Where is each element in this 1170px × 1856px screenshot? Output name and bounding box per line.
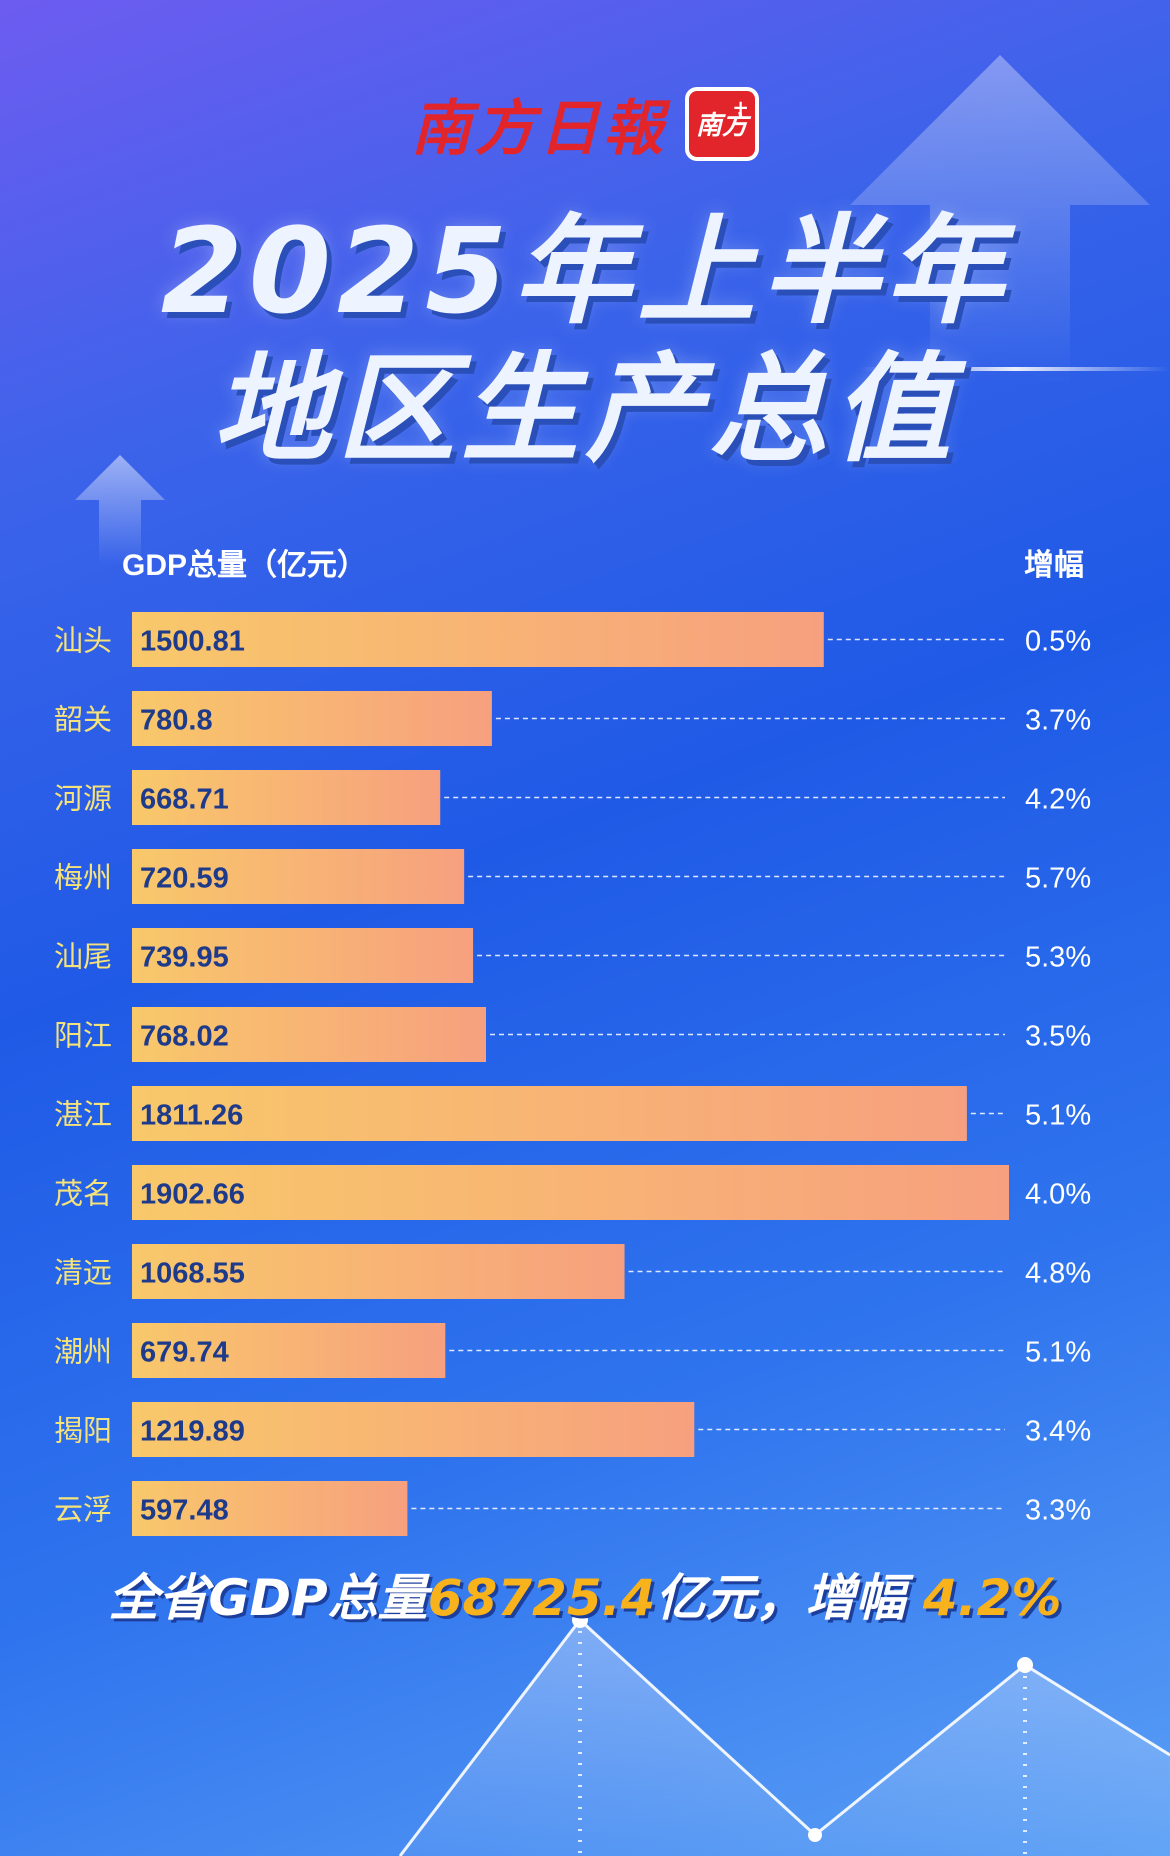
summary-middle: 亿元，增幅 [655, 1569, 923, 1627]
gdp-value-label: 1811.26 [140, 1100, 243, 1132]
brand-badge-text: 南方 [695, 111, 748, 141]
growth-label: 4.2% [1025, 784, 1091, 816]
page-title-line-2: 地区生产总值 [212, 340, 957, 478]
brand-name: 南方日報 [411, 94, 667, 164]
background-arrow-large-icon [850, 55, 1150, 385]
gdp-bar [132, 612, 824, 667]
gdp-value-label: 739.95 [140, 942, 229, 974]
gdp-value-label: 1902.66 [140, 1179, 245, 1211]
city-label: 揭阳 [54, 1414, 112, 1448]
brand-badge-plus: + [732, 94, 749, 119]
gdp-bar [132, 1323, 446, 1378]
summary-total: 68725.4 [427, 1569, 656, 1627]
gdp-bar [132, 928, 474, 983]
summary-prefix: 全省GDP总量 [108, 1569, 428, 1627]
city-label: 汕尾 [54, 940, 112, 974]
gdp-column-header: GDP总量（亿元） [122, 549, 368, 582]
gdp-bar [132, 770, 441, 825]
background-arrow-small-icon [75, 455, 165, 565]
gdp-value-label: 780.8 [140, 705, 213, 737]
gdp-bar [132, 1165, 1009, 1220]
gdp-bar [132, 1086, 967, 1141]
gdp-value-label: 668.71 [140, 784, 229, 816]
city-label: 清远 [54, 1256, 112, 1290]
province-summary: 全省GDP总量68725.4亿元，增幅 4.2% [0, 1558, 1170, 1630]
gdp-bar [132, 849, 465, 904]
city-label: 汕头 [54, 624, 112, 658]
gdp-value-label: 1219.89 [140, 1416, 245, 1448]
city-label: 潮州 [54, 1335, 112, 1369]
gdp-value-label: 720.59 [140, 863, 229, 895]
gdp-bar [132, 691, 492, 746]
gdp-value-label: 679.74 [140, 1337, 229, 1369]
brand-badge-icon: 南方 + [685, 86, 759, 161]
city-label: 阳江 [54, 1019, 112, 1053]
gdp-value-label: 768.02 [140, 1021, 229, 1053]
growth-label: 3.4% [1025, 1416, 1091, 1448]
brand-logo: 南方日報 南方 + [0, 80, 1170, 167]
growth-label: 5.7% [1025, 863, 1091, 895]
city-label: 云浮 [54, 1493, 112, 1527]
city-label: 湛江 [54, 1098, 112, 1132]
gdp-value-label: 1500.81 [140, 626, 245, 658]
light-streak-icon [860, 367, 1170, 371]
city-label: 梅州 [54, 861, 112, 895]
summary-growth: 4.2% [922, 1569, 1062, 1627]
city-label: 韶关 [54, 703, 112, 737]
growth-label: 0.5% [1025, 626, 1091, 658]
trend-line-decoration-icon [398, 1612, 1170, 1856]
city-label: 河源 [54, 782, 112, 816]
growth-label: 5.1% [1025, 1337, 1091, 1369]
growth-label: 5.1% [1025, 1100, 1091, 1132]
page-title-line-1: 2025年上半年 [160, 202, 1010, 340]
growth-label: 4.0% [1025, 1179, 1091, 1211]
growth-label: 3.3% [1025, 1495, 1091, 1527]
growth-label: 3.7% [1025, 705, 1091, 737]
growth-label: 4.8% [1025, 1258, 1091, 1290]
growth-label: 5.3% [1025, 942, 1091, 974]
gdp-bar [132, 1244, 625, 1299]
growth-label: 3.5% [1025, 1021, 1091, 1053]
gdp-bar [132, 1481, 408, 1536]
gdp-value-label: 597.48 [140, 1495, 229, 1527]
gdp-value-label: 1068.55 [140, 1258, 245, 1290]
city-label: 茂名 [54, 1177, 112, 1211]
gdp-bar [132, 1402, 695, 1457]
gdp-bar [132, 1007, 487, 1062]
growth-column-header: 增幅 [1024, 549, 1084, 582]
